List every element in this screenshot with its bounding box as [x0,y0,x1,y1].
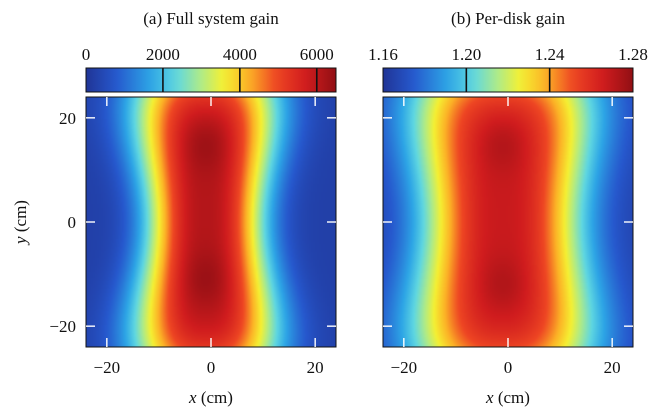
panel-a-x-axis-label: x (cm) [188,388,233,407]
panel-b-heatmap [383,97,633,347]
colorbar-tick-label: 1.16 [368,45,398,64]
x-tick-label: −20 [94,358,121,377]
colorbar-tick-label: 6000 [300,45,334,64]
y-tick-label: −20 [49,317,76,336]
panel-a-colorbar: 0 2000 4000 6000 [82,45,337,93]
colorbar-gradient [85,67,337,93]
panel-b-x-axis-label: x (cm) [485,388,530,407]
panel-a-y-axis-label: y (cm) [11,200,30,246]
colorbar-tick-label: 1.20 [451,45,481,64]
panel-b-axes: −20 0 20 [382,96,634,377]
colorbar-tick-label: 2000 [146,45,180,64]
panel-b: (b) Per-disk gain 1.16 1.20 1.24 1.28 −20 0 2… [368,9,648,407]
x-tick-label: 0 [207,358,216,377]
y-tick-label: 0 [68,213,77,232]
colorbar-tick-label: 1.24 [535,45,565,64]
x-tick-label: 0 [504,358,513,377]
colorbar-tick-label: 1.28 [618,45,648,64]
heatmap-image [86,97,336,347]
panel-a-heatmap [86,97,336,347]
heatmap-image [383,97,633,347]
colorbar-tick-label: 4000 [223,45,257,64]
panel-b-colorbar: 1.16 1.20 1.24 1.28 [368,45,648,93]
colorbar-gradient [382,67,634,93]
panel-a: (a) Full system gain 0 2000 4000 6000 −20 0 2… [11,9,337,407]
x-tick-label: −20 [391,358,418,377]
panel-a-title: (a) Full system gain [143,9,279,28]
panel-b-title: (b) Per-disk gain [451,9,565,28]
colorbar-tick-label: 0 [82,45,91,64]
panel-a-axes: −20 0 20 −20 0 20 [49,96,337,377]
x-tick-label: 20 [307,358,324,377]
y-tick-label: 20 [59,109,76,128]
x-tick-label: 20 [604,358,621,377]
